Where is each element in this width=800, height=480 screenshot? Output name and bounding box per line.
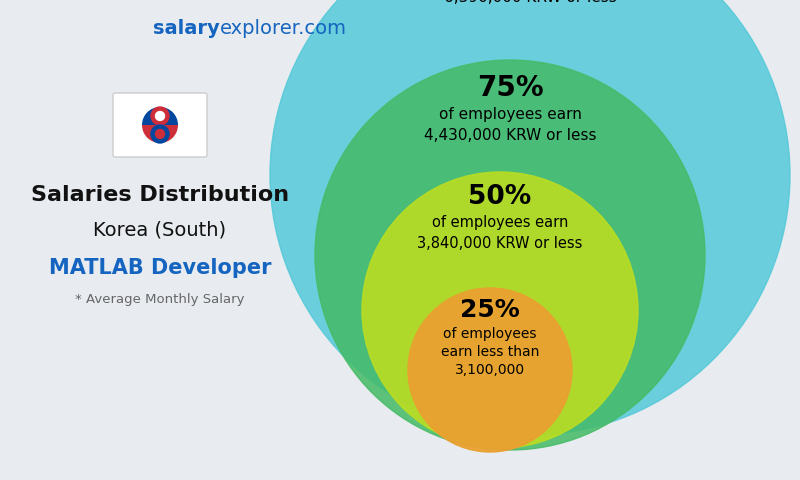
Text: 75%: 75% xyxy=(477,74,543,102)
Text: 3,840,000 KRW or less: 3,840,000 KRW or less xyxy=(418,237,582,252)
Circle shape xyxy=(151,125,169,143)
Wedge shape xyxy=(142,107,178,125)
Text: Salaries Distribution: Salaries Distribution xyxy=(31,185,289,205)
Circle shape xyxy=(151,107,169,125)
Text: of employees earn: of employees earn xyxy=(438,107,582,121)
Circle shape xyxy=(270,0,790,435)
Wedge shape xyxy=(142,125,178,143)
Circle shape xyxy=(155,130,165,139)
Text: 4,430,000 KRW or less: 4,430,000 KRW or less xyxy=(424,129,596,144)
Circle shape xyxy=(408,288,572,452)
Circle shape xyxy=(155,111,165,120)
Text: 25%: 25% xyxy=(460,298,520,322)
FancyBboxPatch shape xyxy=(113,93,207,157)
Text: explorer.com: explorer.com xyxy=(220,19,347,37)
Text: 6,390,000 KRW or less: 6,390,000 KRW or less xyxy=(444,0,616,4)
Circle shape xyxy=(362,172,638,448)
Text: Korea (South): Korea (South) xyxy=(94,220,226,240)
Text: 3,100,000: 3,100,000 xyxy=(455,363,525,377)
Text: MATLAB Developer: MATLAB Developer xyxy=(49,258,271,278)
Text: 50%: 50% xyxy=(468,184,532,210)
Text: earn less than: earn less than xyxy=(441,345,539,359)
Text: of employees: of employees xyxy=(443,327,537,341)
Text: of employees earn: of employees earn xyxy=(432,215,568,229)
Text: salary: salary xyxy=(154,19,220,37)
Text: * Average Monthly Salary: * Average Monthly Salary xyxy=(75,293,245,307)
Circle shape xyxy=(315,60,705,450)
